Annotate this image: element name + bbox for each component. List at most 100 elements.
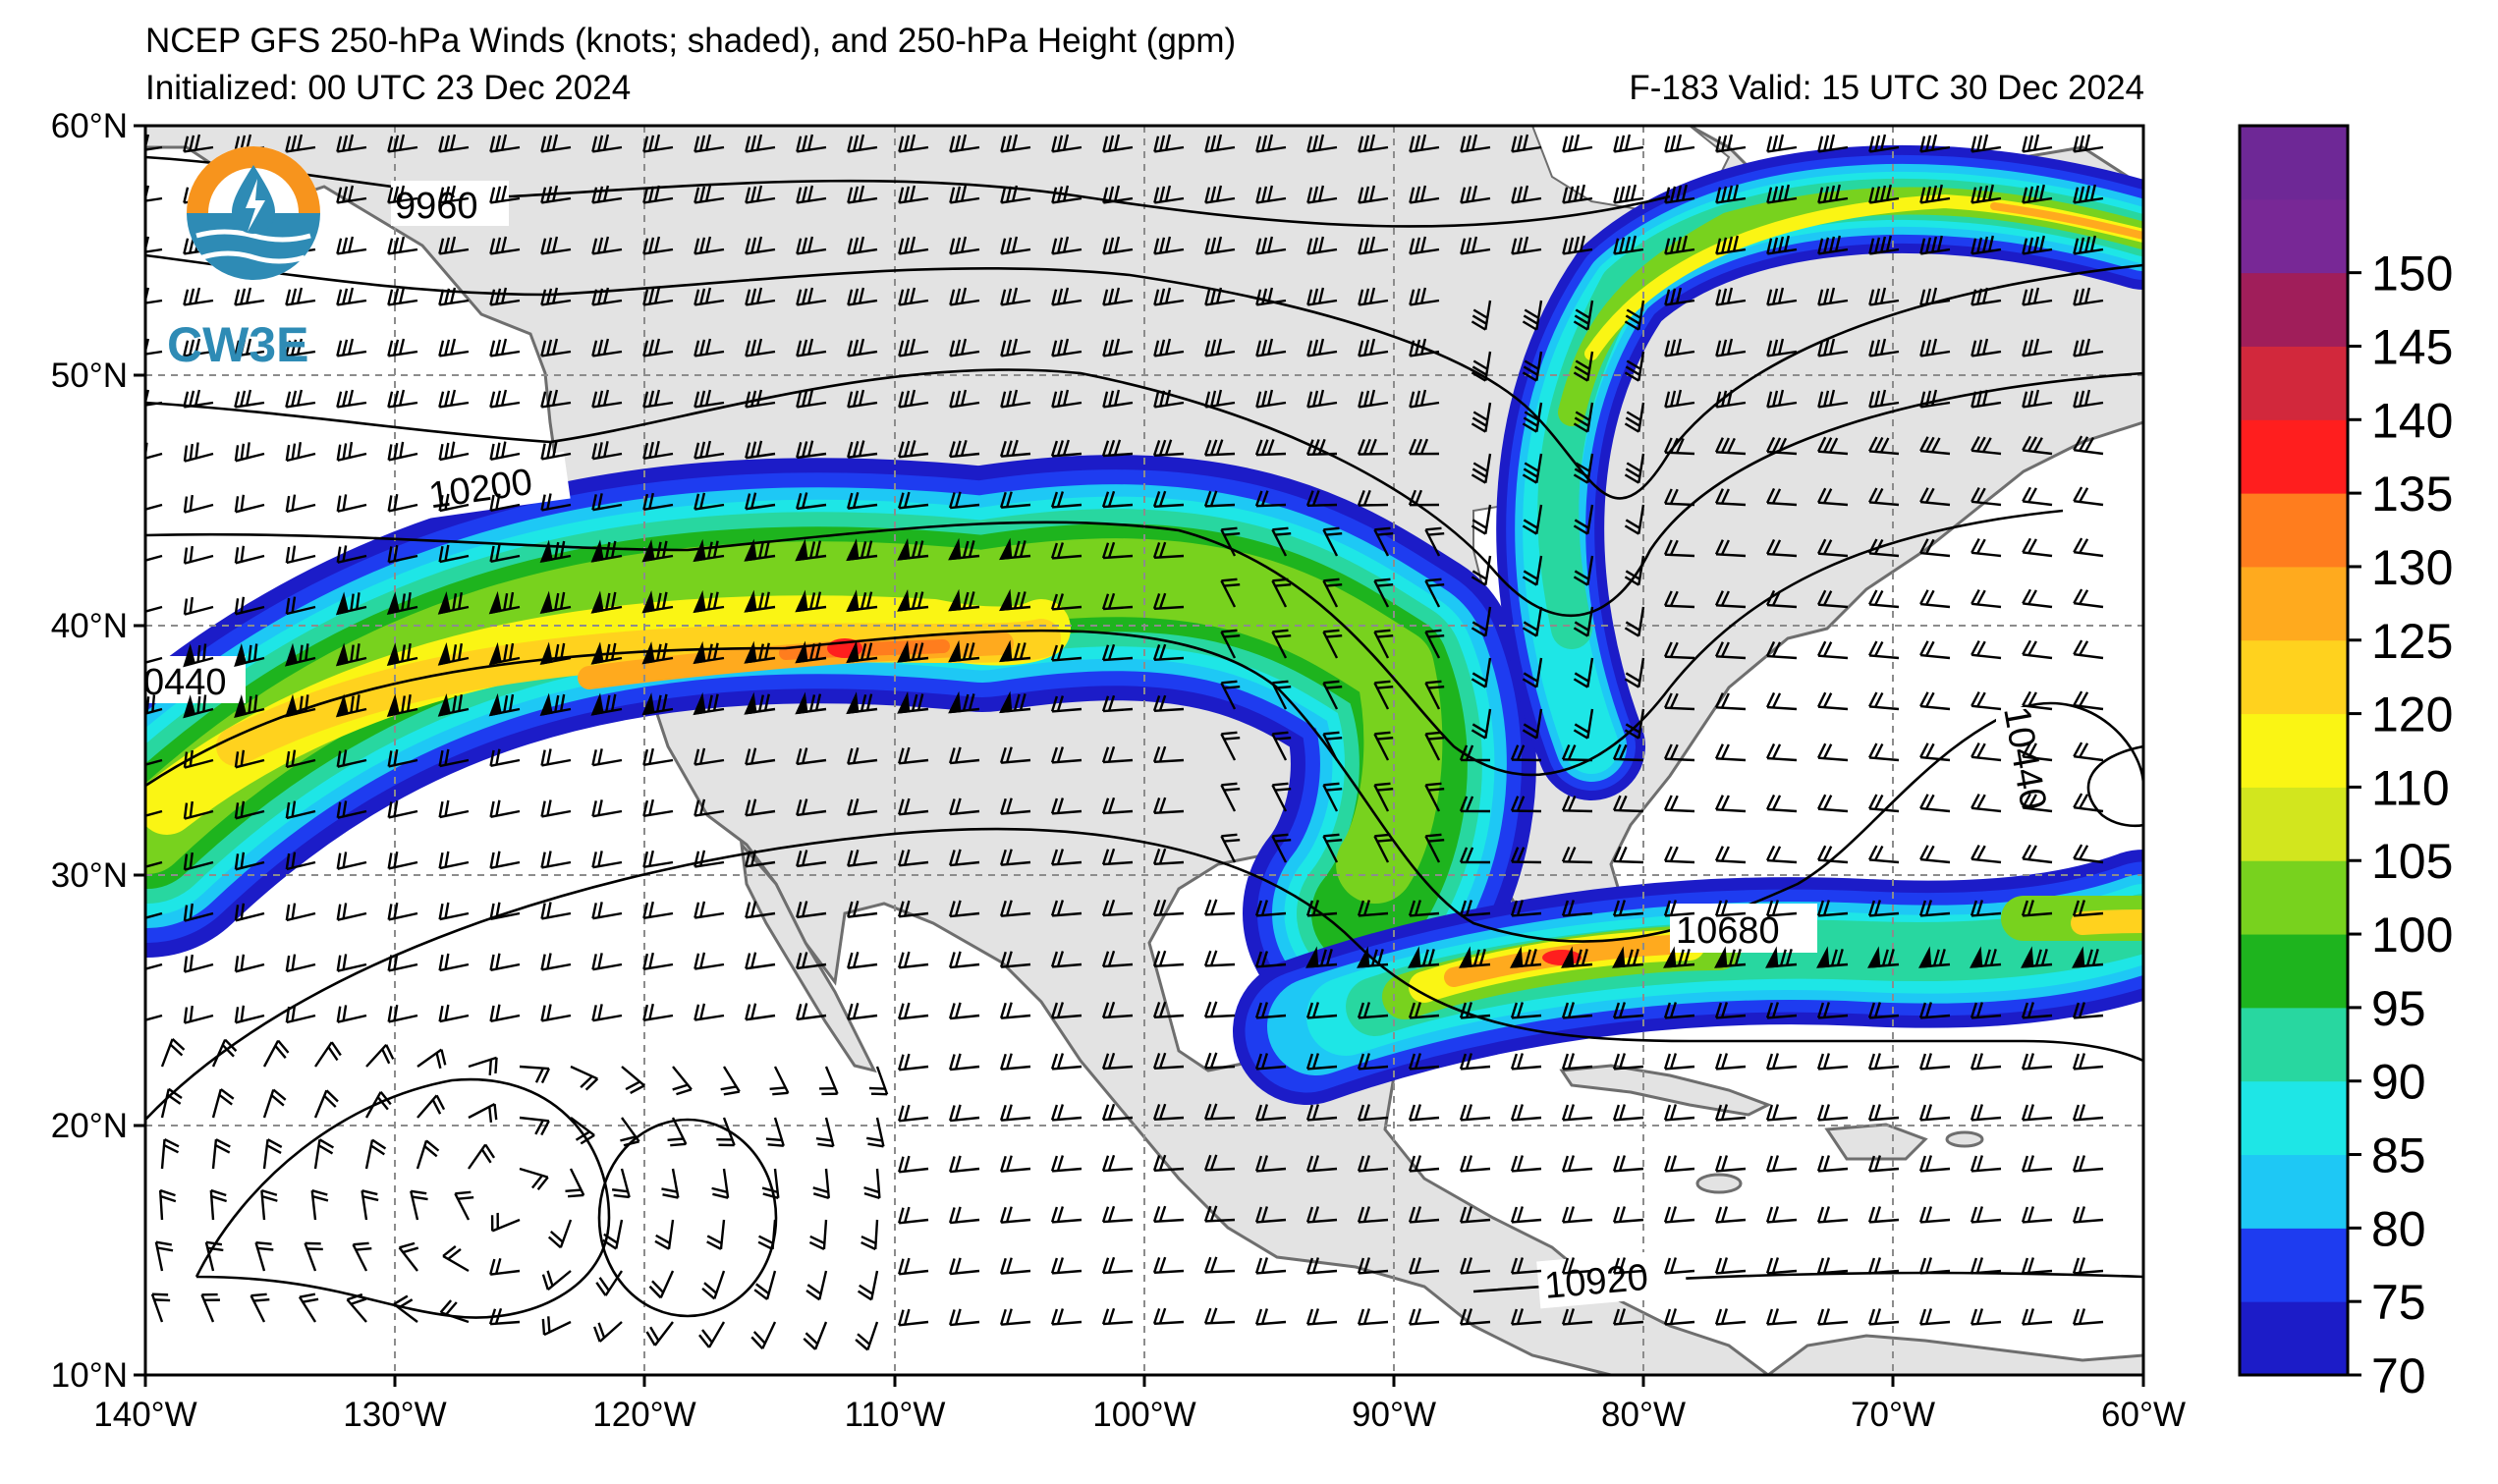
wind-barb — [335, 693, 367, 718]
wind-barb — [1918, 1257, 1951, 1275]
wind-barb — [1460, 185, 1491, 204]
wind-barb — [591, 902, 623, 920]
wind-barb — [1051, 389, 1082, 409]
wind-barb — [1624, 300, 1645, 331]
wind-barb — [1152, 643, 1185, 661]
wind-barb — [1101, 1052, 1134, 1071]
wind-barb — [438, 1004, 470, 1023]
wind-barb — [1408, 1002, 1440, 1019]
wind-barb — [1971, 435, 2002, 456]
wind-barb — [1102, 389, 1134, 409]
wind-barb — [1663, 488, 1695, 507]
wind-barb — [1971, 690, 2002, 711]
wind-barb — [2072, 1257, 2104, 1275]
wind-barb — [592, 1321, 623, 1343]
wind-barb — [1306, 338, 1338, 357]
wind-barb — [1306, 389, 1338, 409]
wind-barb — [999, 491, 1031, 509]
wind-barb — [795, 538, 827, 562]
wind-barb — [1562, 134, 1593, 153]
wind-barb — [1817, 742, 1849, 762]
wind-barb — [1203, 490, 1236, 508]
wind-barb — [1373, 731, 1394, 761]
wind-barb — [1510, 1155, 1542, 1173]
wind-barb — [1573, 504, 1594, 535]
wind-barb — [591, 953, 623, 971]
colorbar-tick-label: 85 — [2371, 1128, 2426, 1183]
wind-barb — [1152, 848, 1185, 865]
wind-barb — [1714, 488, 1747, 507]
wind-barb — [539, 692, 572, 717]
wind-barb — [211, 1088, 235, 1119]
wind-barb — [387, 338, 418, 357]
wind-barb — [1765, 1002, 1798, 1019]
wind-barb — [1152, 1001, 1185, 1018]
lightning-icon — [246, 179, 265, 232]
wind-barb — [1867, 1308, 1900, 1326]
wind-barb — [1714, 1206, 1747, 1224]
wind-barb — [145, 503, 163, 515]
wind-barb — [1050, 951, 1082, 968]
wind-barb — [1562, 184, 1593, 204]
wind-barb — [2021, 1206, 2053, 1224]
wind-barb — [540, 287, 572, 306]
wind-barb — [570, 1065, 599, 1091]
colorbar-tick-label: 75 — [2371, 1275, 2426, 1330]
wind-barb — [1357, 1257, 1389, 1275]
wind-barb — [285, 389, 316, 409]
wind-barb — [154, 1240, 174, 1272]
wind-barb — [745, 747, 776, 766]
wind-barb — [1357, 1206, 1389, 1224]
wind-barb — [1358, 338, 1389, 357]
wind-barb — [285, 749, 316, 769]
wind-barb — [1522, 300, 1543, 331]
wind-barb — [1203, 1001, 1236, 1018]
wind-barb — [285, 134, 316, 153]
wind-barb — [1220, 680, 1241, 710]
wind-barb — [1153, 185, 1185, 204]
wind-barb — [438, 441, 470, 462]
colorbar-tick-label: 90 — [2371, 1055, 2426, 1110]
wind-barb — [847, 440, 878, 459]
wind-barb — [1573, 708, 1594, 740]
wind-barb — [1918, 946, 1951, 968]
wind-barb — [2022, 338, 2053, 357]
wind-barb — [898, 797, 929, 816]
wind-barb — [2073, 588, 2104, 609]
wind-barb — [795, 691, 827, 715]
wind-barb — [1050, 695, 1082, 713]
wind-barb — [642, 492, 674, 512]
wind-barb — [204, 1240, 224, 1272]
wind-barb — [1663, 946, 1695, 968]
wind-barb — [1424, 526, 1445, 557]
wind-barb — [1867, 1257, 1900, 1275]
wind-barb — [1050, 1155, 1082, 1173]
wind-barb — [145, 860, 163, 872]
wind-barb — [1203, 1256, 1236, 1274]
wind-barb — [1970, 1308, 2002, 1326]
wind-barb — [1255, 185, 1287, 204]
wind-barb — [364, 1091, 392, 1119]
wind-barb — [1919, 235, 1951, 255]
contour-label-10680: 10680 — [1676, 910, 1780, 952]
wind-barb — [694, 440, 725, 460]
wind-barb — [1919, 640, 1951, 660]
wind-barb — [1613, 235, 1644, 255]
wind-barb — [1919, 184, 1951, 204]
wind-barb — [1102, 287, 1134, 306]
wind-barb — [1868, 742, 1900, 762]
wind-barb — [1613, 134, 1644, 153]
wind-barb — [387, 389, 418, 409]
wind-barb — [2073, 793, 2104, 813]
wind-barb — [336, 852, 367, 870]
wind-barb — [591, 185, 623, 204]
wind-barb — [336, 749, 367, 768]
wind-barb — [1271, 731, 1292, 761]
wind-barb — [694, 134, 725, 153]
wind-barb — [1101, 439, 1134, 458]
wind-barb — [1971, 639, 2002, 660]
map-content: 9960 10200 0440 10440 10680 10920 — [145, 126, 2143, 1375]
wind-barb — [336, 954, 367, 972]
wind-barb — [346, 1292, 367, 1323]
wind-barb — [1050, 746, 1082, 764]
